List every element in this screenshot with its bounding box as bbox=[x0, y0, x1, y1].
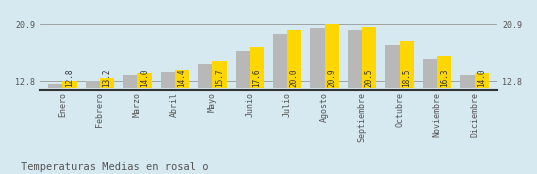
Bar bbox=[386, 45, 400, 88]
Text: Temperaturas Medias en rosal o: Temperaturas Medias en rosal o bbox=[21, 162, 209, 172]
Text: 14.0: 14.0 bbox=[140, 69, 149, 87]
Text: 20.0: 20.0 bbox=[290, 69, 299, 87]
Text: 16.3: 16.3 bbox=[440, 69, 449, 87]
Text: 17.6: 17.6 bbox=[252, 69, 262, 87]
Text: 15.7: 15.7 bbox=[215, 69, 224, 87]
Text: 18.5: 18.5 bbox=[402, 69, 411, 87]
Bar bbox=[287, 30, 301, 88]
Text: 20.9: 20.9 bbox=[328, 69, 336, 87]
Bar bbox=[325, 24, 339, 88]
Bar bbox=[100, 78, 114, 88]
Text: 13.2: 13.2 bbox=[103, 69, 112, 87]
Bar bbox=[198, 64, 212, 88]
Bar bbox=[62, 81, 77, 88]
Bar bbox=[423, 59, 437, 88]
Bar bbox=[310, 28, 325, 88]
Bar bbox=[362, 27, 376, 88]
Bar bbox=[123, 75, 137, 88]
Bar bbox=[161, 72, 175, 88]
Bar bbox=[273, 34, 287, 88]
Bar bbox=[460, 76, 475, 88]
Text: 20.5: 20.5 bbox=[365, 69, 374, 87]
Bar bbox=[437, 57, 452, 88]
Bar bbox=[175, 70, 189, 88]
Bar bbox=[348, 30, 362, 88]
Text: 12.8: 12.8 bbox=[65, 69, 74, 87]
Bar bbox=[48, 84, 62, 88]
Bar bbox=[236, 51, 250, 88]
Bar bbox=[137, 73, 151, 88]
Bar bbox=[250, 47, 264, 88]
Bar bbox=[212, 61, 227, 88]
Text: 14.0: 14.0 bbox=[477, 69, 487, 87]
Text: 14.4: 14.4 bbox=[177, 69, 186, 87]
Bar bbox=[85, 81, 100, 88]
Bar bbox=[400, 41, 414, 88]
Bar bbox=[475, 73, 489, 88]
